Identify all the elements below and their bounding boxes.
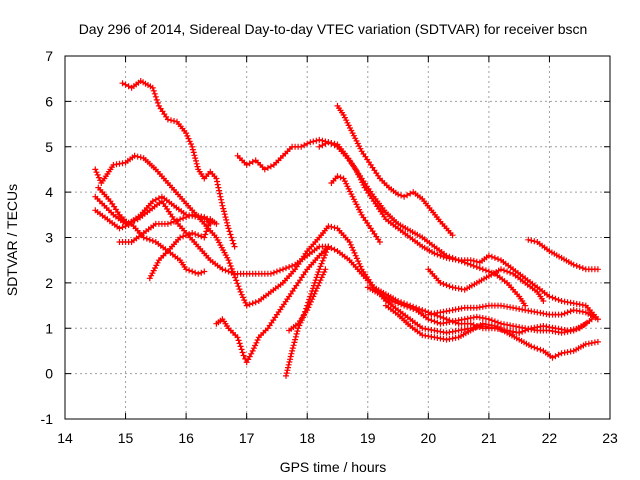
x-tick-label: 15 [118, 430, 134, 446]
series-track-13 [328, 173, 383, 245]
chart-title: Day 296 of 2014, Sidereal Day-to-day VTE… [79, 21, 588, 37]
series-track-19 [364, 284, 589, 336]
series-track-18 [382, 302, 601, 361]
series-markers [328, 173, 383, 245]
y-axis-label: SDTVAR / TECUs [4, 184, 20, 296]
series-markers [425, 302, 601, 323]
x-axis-label: GPS time / hours [280, 459, 387, 475]
x-tick-label: 18 [299, 430, 315, 446]
y-tick-label: 0 [45, 366, 53, 382]
series-track-7 [146, 216, 214, 282]
x-tick-label: 21 [481, 430, 497, 446]
series-markers [213, 243, 332, 366]
y-tick-label: 6 [45, 93, 53, 109]
series-track-12 [334, 102, 456, 239]
series-markers [425, 266, 547, 304]
series-track-10 [286, 266, 329, 334]
y-tick-label: 5 [45, 139, 53, 155]
y-tick-label: 4 [45, 184, 53, 200]
series-markers [92, 207, 208, 277]
series-track-3 [92, 193, 523, 336]
series-track-4 [92, 207, 208, 277]
series-markers [382, 302, 601, 361]
y-tick-label: 7 [45, 48, 53, 64]
series-track-17 [425, 302, 601, 323]
x-tick-label: 22 [542, 430, 558, 446]
y-tick-label: -1 [41, 411, 54, 427]
series-markers [146, 216, 214, 282]
y-tick-label: 1 [45, 320, 53, 336]
y-tick-label: 2 [45, 275, 53, 291]
series-markers [334, 102, 456, 239]
x-tick-label: 23 [602, 430, 618, 446]
series-markers [525, 236, 601, 273]
y-tick-label: 3 [45, 230, 53, 246]
x-tick-label: 16 [178, 430, 194, 446]
x-tick-label: 17 [239, 430, 255, 446]
x-tick-label: 20 [421, 430, 437, 446]
series-layer [92, 78, 601, 379]
x-tick-label: 19 [360, 430, 376, 446]
series-track-6 [116, 211, 214, 245]
series-track-14 [316, 139, 601, 323]
series-track-1 [119, 78, 238, 250]
series-markers [316, 139, 601, 323]
series-markers [116, 211, 214, 245]
series-line [318, 141, 599, 321]
series-markers [119, 78, 238, 250]
x-tick-label: 14 [57, 430, 73, 446]
series-markers [364, 284, 589, 336]
series-track-15 [425, 266, 547, 304]
series-track-8 [213, 243, 332, 366]
series-track-16 [525, 236, 601, 273]
series-markers [286, 266, 329, 334]
